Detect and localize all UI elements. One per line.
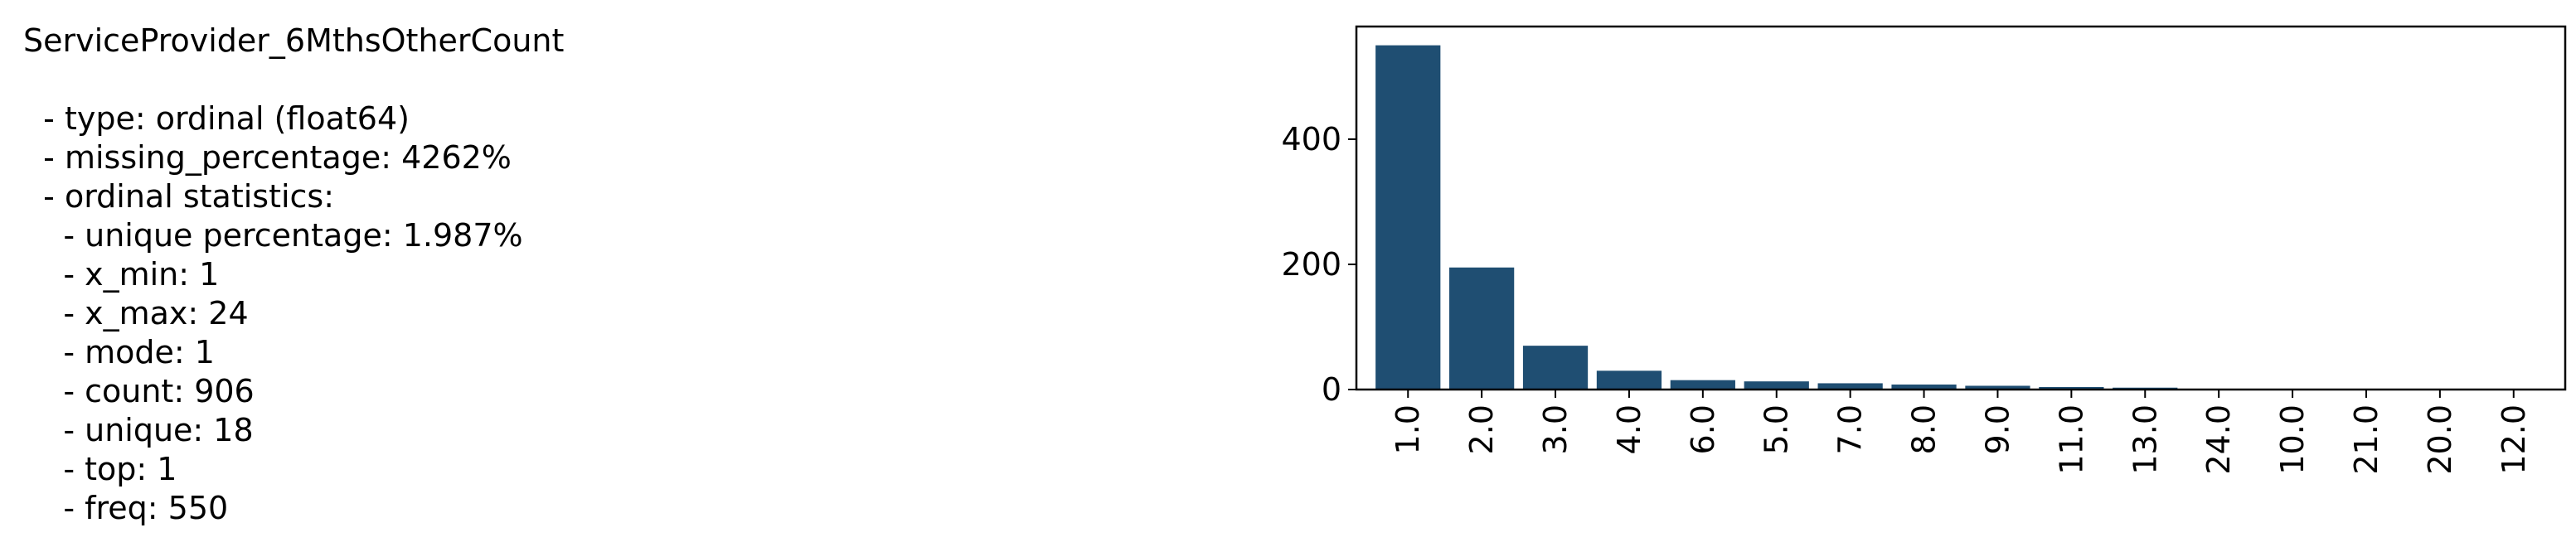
x-tick-label: 21.0 xyxy=(2348,404,2384,475)
x-tick-label: 7.0 xyxy=(1832,404,1869,454)
x-tick-label: 5.0 xyxy=(1759,404,1795,454)
column-stats-panel: ServiceProvider_6MthsOtherCount - type: … xyxy=(23,22,1184,535)
x-tick-label: 10.0 xyxy=(2274,404,2311,475)
y-tick-label: 400 xyxy=(1281,121,1341,157)
x-tick-label: 13.0 xyxy=(2127,404,2163,475)
y-axis: 0 200 400 xyxy=(1281,121,1356,408)
x-tick-label: 9.0 xyxy=(1979,404,2016,454)
bar-8.0 xyxy=(1891,384,1957,390)
x-tick-label: 4.0 xyxy=(1611,404,1647,454)
stats-count: - count: 906 xyxy=(23,373,255,409)
stats-mode: - mode: 1 xyxy=(23,334,215,370)
plot-frame xyxy=(1355,25,2567,391)
x-tick-label: 6.0 xyxy=(1685,404,1721,454)
x-tick-label: 3.0 xyxy=(1537,404,1574,454)
x-tick-label: 11.0 xyxy=(2053,404,2089,475)
stats-unique: - unique: 18 xyxy=(23,412,254,448)
x-tick-label: 2.0 xyxy=(1463,404,1500,454)
stats-x-max: - x_max: 24 xyxy=(23,295,249,332)
bar-3.0 xyxy=(1522,346,1589,390)
stats-ordinal-header: - ordinal statistics: xyxy=(23,178,335,215)
stats-title: ServiceProvider_6MthsOtherCount xyxy=(23,22,565,59)
stats-type: - type: ordinal (float64) xyxy=(23,100,410,137)
x-tick-label: 8.0 xyxy=(1906,404,1943,454)
stats-x-min: - x_min: 1 xyxy=(23,256,220,293)
bar-1.0 xyxy=(1375,45,1441,390)
stats-unique-percentage: - unique percentage: 1.987% xyxy=(23,217,523,254)
y-tick-label: 0 xyxy=(1322,371,1341,408)
bar-6.0 xyxy=(1670,380,1735,390)
bar-4.0 xyxy=(1596,370,1662,390)
bar-2.0 xyxy=(1449,267,1515,390)
bar-7.0 xyxy=(1817,383,1883,390)
x-tick-label: 1.0 xyxy=(1390,404,1426,454)
stats-missing-percentage: - missing_percentage: 4262% xyxy=(23,139,512,176)
x-tick-label: 24.0 xyxy=(2200,404,2237,475)
x-tick-label: 12.0 xyxy=(2496,404,2532,475)
stats-freq: - freq: 550 xyxy=(23,490,229,526)
x-axis: 1.0 2.0 3.0 4.0 6.0 5.0 7.0 8.0 9.0 11.0 13.0 24.0 1… xyxy=(1390,390,2532,475)
bars-group xyxy=(1375,45,2399,390)
bar-5.0 xyxy=(1744,381,1809,390)
bar-11.0 xyxy=(2039,386,2104,390)
x-tick-label: 20.0 xyxy=(2422,404,2458,475)
bar-9.0 xyxy=(1965,385,2030,390)
y-tick-label: 200 xyxy=(1281,246,1341,283)
stats-top: - top: 1 xyxy=(23,451,177,487)
